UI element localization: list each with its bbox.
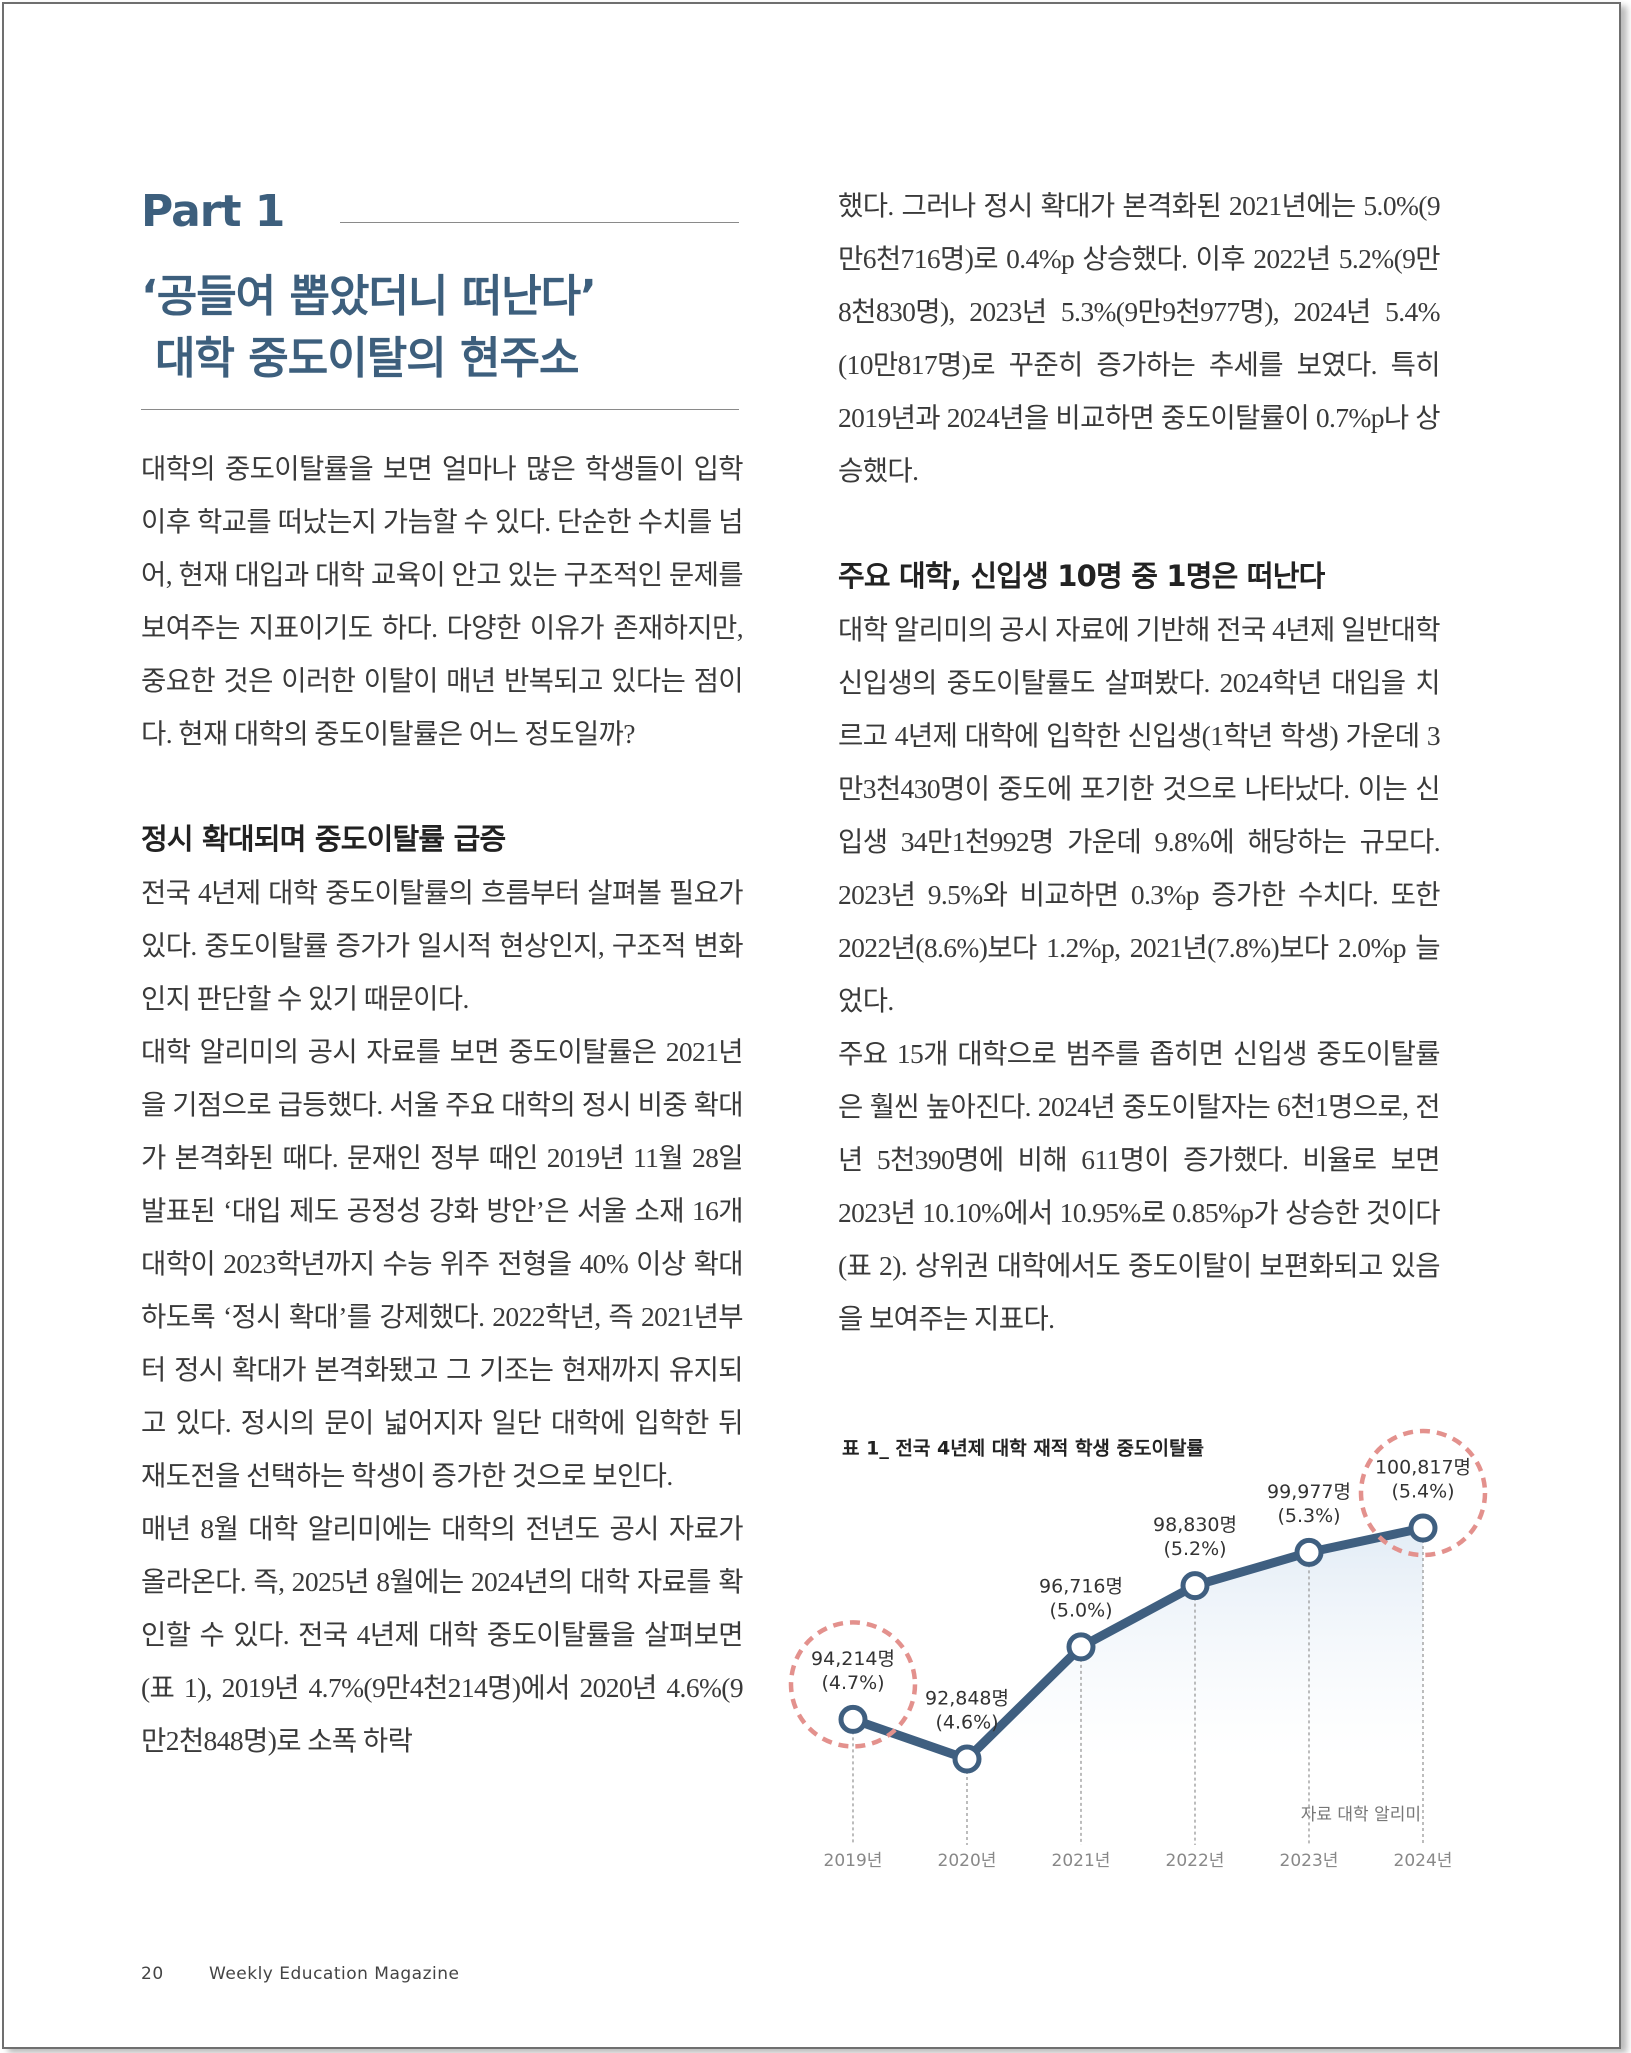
x-tick-label: 2020년: [938, 1851, 997, 1871]
paragraph: 대학의 중도이탈률을 보면 얼마나 많은 학생들이 입학 이후 학교를 떠났는지…: [141, 453, 744, 749]
x-tick-label: 2022년: [1166, 1851, 1225, 1871]
paragraph: 매년 8월 대학 알리미에는 대학의 전년도 공시 자료가 올라온다. 즉, 2…: [141, 1513, 744, 1756]
data-point: [1066, 1632, 1096, 1662]
rate-label: (4.7%): [821, 1672, 884, 1694]
x-tick-label: 2019년: [824, 1851, 883, 1871]
value-label: 100,817명: [1375, 1457, 1471, 1479]
area-shade: [853, 1528, 1423, 1759]
data-point: [1294, 1537, 1324, 1567]
right-column: 했다. 그러나 정시 확대가 본격화된 2021년에는 5.0%(9만6천716…: [838, 179, 1441, 1345]
rule: [340, 222, 739, 223]
x-tick-label: 2023년: [1280, 1851, 1339, 1871]
rate-label: (5.0%): [1049, 1599, 1112, 1621]
value-label: 96,716명: [1039, 1575, 1123, 1597]
headline: ‘공들여 뽑았더니 떠난다’ 대학 중도이탈의 현주소: [141, 266, 597, 390]
paragraph: 대학 알리미의 공시 자료에 기반해 전국 4년제 일반대학 신입생의 중도이탈…: [838, 614, 1441, 1016]
part-label: Part 1: [141, 186, 285, 237]
subheading: 정시 확대되며 중도이탈률 급증: [141, 822, 506, 856]
headline-line: ‘공들여 뽑았더니 떠난다’: [141, 271, 597, 322]
data-line: [851, 1523, 1424, 1764]
chart-source: 자료 대학 알리미: [1301, 1805, 1421, 1825]
data-point: [1180, 1571, 1210, 1601]
rate-label: (5.3%): [1277, 1505, 1340, 1527]
headline-line: 대학 중도이탈의 현주소: [155, 333, 579, 384]
rate-label: (5.4%): [1391, 1481, 1454, 1503]
rule: [141, 409, 739, 410]
highlight-ring: [1358, 1428, 1488, 1558]
x-tick-label: 2024년: [1394, 1851, 1453, 1871]
left-column: 대학의 중도이탈률을 보면 얼마나 많은 학생들이 입학 이후 학교를 떠났는지…: [141, 442, 744, 1767]
data-point: [952, 1744, 982, 1774]
chart-title: 표 1_ 전국 4년제 대학 재적 학생 중도이탈률: [842, 1438, 1204, 1460]
rate-label: (5.2%): [1163, 1538, 1226, 1560]
value-label: 99,977명: [1267, 1481, 1351, 1503]
paragraph: 주요 15개 대학으로 범주를 좁히면 신입생 중도이탈률은 훨씬 높아진다. …: [838, 1038, 1441, 1334]
data-point: [1408, 1513, 1438, 1543]
value-label: 94,214명: [811, 1648, 895, 1670]
value-label: 98,830명: [1153, 1514, 1237, 1536]
paragraph: 했다. 그러나 정시 확대가 본격화된 2021년에는 5.0%(9만6천716…: [838, 190, 1441, 486]
rate-label: (4.6%): [935, 1712, 998, 1734]
page-number: 20: [141, 1964, 164, 1984]
value-label: 92,848명: [925, 1688, 1009, 1710]
highlight-ring: [788, 1620, 918, 1749]
subheading: 주요 대학, 신입생 10명 중 1명은 떠난다: [838, 559, 1325, 593]
paragraph: 대학 알리미의 공시 자료를 보면 중도이탈률은 2021년을 기점으로 급등했…: [141, 1036, 744, 1491]
x-tick-label: 2021년: [1052, 1851, 1111, 1871]
paragraph: 전국 4년제 대학 중도이탈률의 흐름부터 살펴볼 필요가 있다. 중도이탈률 …: [141, 877, 744, 1014]
data-point: [838, 1704, 868, 1734]
magazine-name: Weekly Education Magazine: [209, 1964, 460, 1984]
